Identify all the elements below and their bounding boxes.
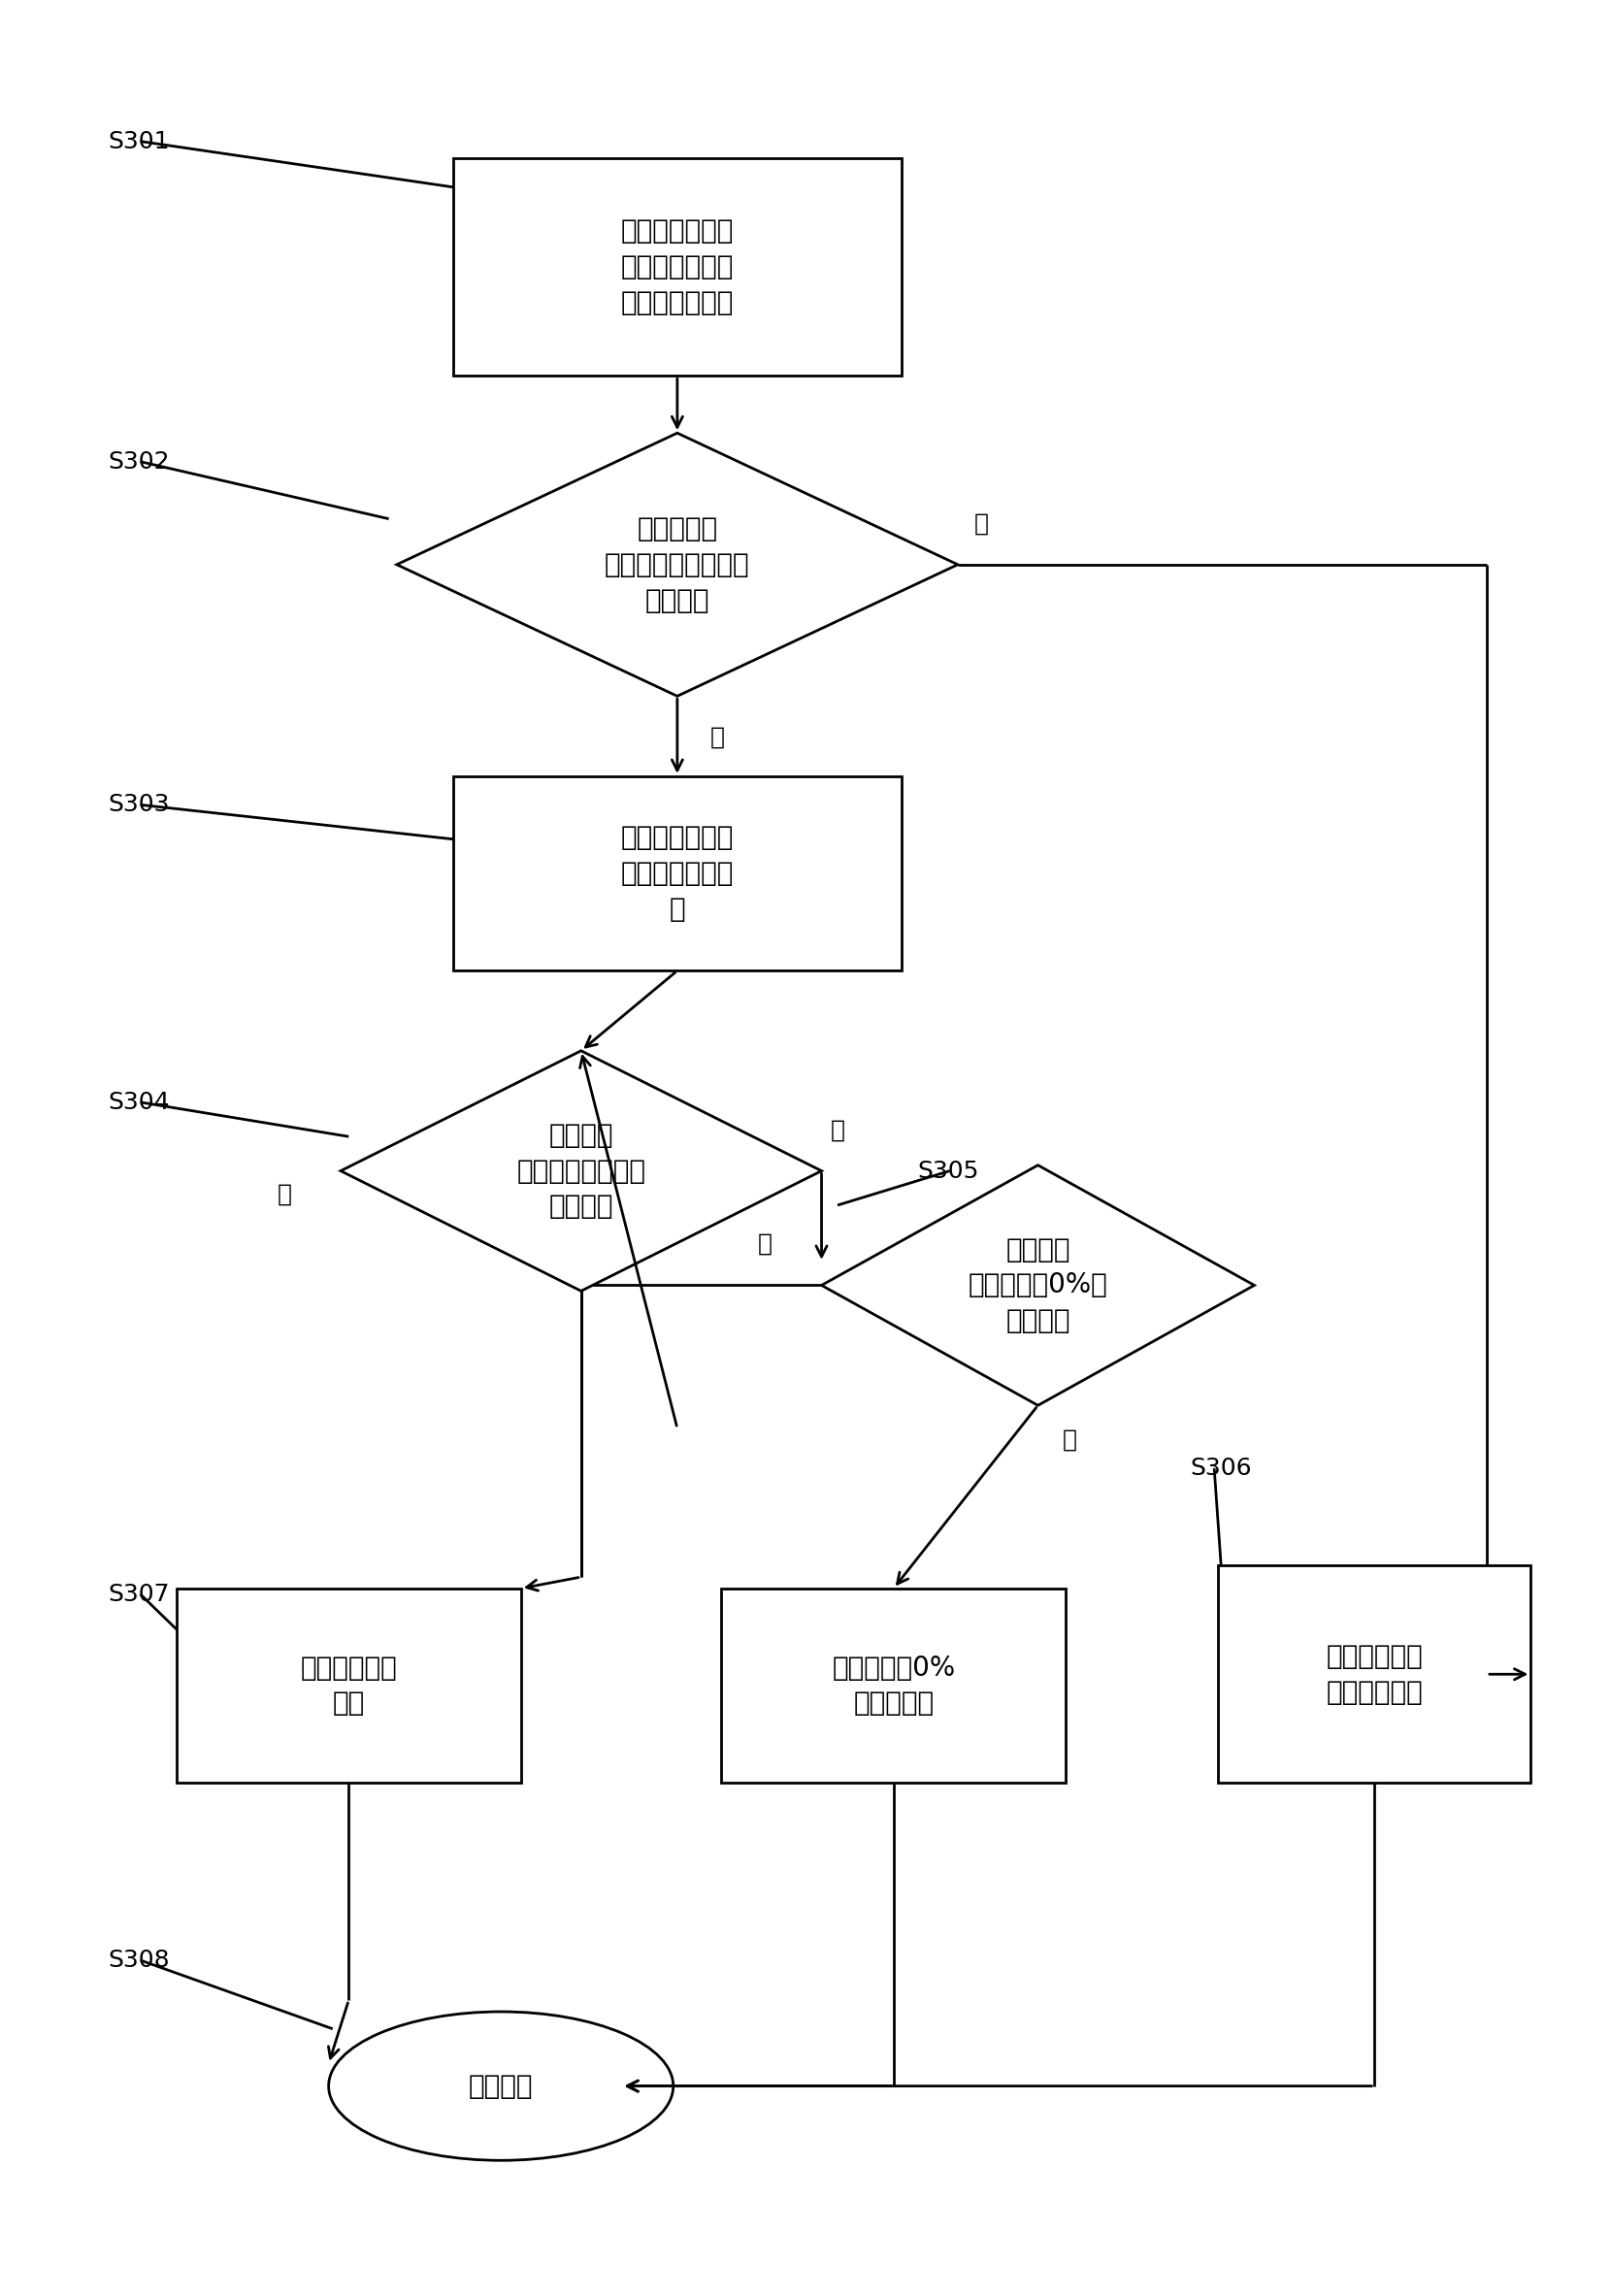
Polygon shape (396, 434, 959, 696)
Text: 是: 是 (1063, 1428, 1078, 1451)
Bar (453, 776, 902, 971)
Text: S307: S307 (108, 1582, 169, 1605)
Text: 否: 否 (975, 512, 989, 535)
Text: 结束加载: 结束加载 (469, 2073, 533, 2099)
Text: 确定需要运行的
单元模块和单元
模块的能调状态: 确定需要运行的 单元模块和单元 模块的能调状态 (620, 218, 733, 317)
Text: S301: S301 (108, 129, 169, 154)
Bar (176, 1589, 520, 1784)
Bar (722, 1589, 1066, 1784)
Text: 确定空调系统负
荷和剩余加载能
力: 确定空调系统负 荷和剩余加载能 力 (620, 824, 733, 923)
Text: 判断剩余
加载能力是否满足
空调负荷: 判断剩余 加载能力是否满足 空调负荷 (517, 1120, 646, 1219)
Text: 加载非高效状
态的单元模块: 加载非高效状 态的单元模块 (1326, 1642, 1423, 1706)
Text: S305: S305 (918, 1159, 979, 1182)
Text: 判断已运行
单元模块是否均处于
高效状态: 判断已运行 单元模块是否均处于 高效状态 (604, 514, 749, 613)
Text: 是: 是 (277, 1182, 292, 1205)
Text: S302: S302 (108, 450, 171, 473)
Polygon shape (822, 1164, 1255, 1405)
Text: S303: S303 (108, 792, 169, 817)
Text: S304: S304 (108, 1091, 171, 1114)
Text: S306: S306 (1191, 1456, 1252, 1481)
Ellipse shape (329, 2011, 673, 2161)
Text: S308: S308 (108, 1949, 171, 1972)
Polygon shape (340, 1052, 822, 1290)
Text: 查找是否
存在能调为0%的
单元模块: 查找是否 存在能调为0%的 单元模块 (968, 1235, 1108, 1334)
Text: 加载能调为0%
的单元模块: 加载能调为0% 的单元模块 (831, 1653, 955, 1717)
Text: 随机加载单元
模块: 随机加载单元 模块 (300, 1653, 396, 1717)
Bar (1218, 1566, 1530, 1784)
Bar (453, 158, 902, 377)
Text: 否: 否 (759, 1233, 773, 1256)
Text: 是: 是 (710, 726, 725, 748)
Text: 否: 否 (830, 1118, 844, 1141)
